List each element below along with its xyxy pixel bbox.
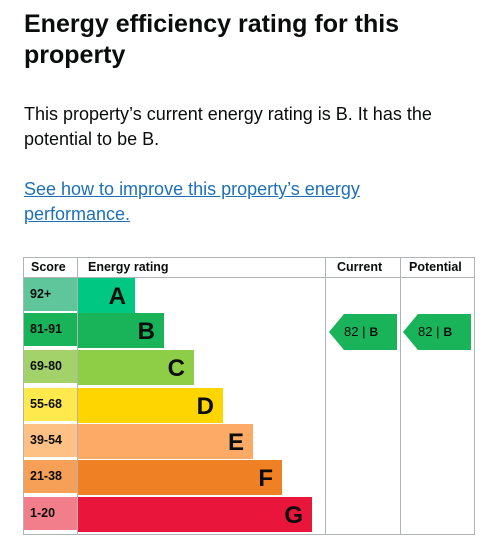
- rating-bar-g: G: [78, 497, 312, 532]
- header-divider: [24, 277, 474, 278]
- score-band-d: 55-68: [24, 388, 77, 421]
- header-score: Score: [31, 260, 66, 274]
- rating-column-divider: [325, 258, 326, 534]
- score-band-e: 39-54: [24, 424, 77, 457]
- page-title: Energy efficiency rating for this proper…: [24, 10, 400, 69]
- rating-bar-a: A: [78, 278, 135, 313]
- potential-rating-arrow: 82 | B: [403, 314, 471, 350]
- rating-bar-b: B: [78, 313, 164, 348]
- header-energy-rating: Energy rating: [88, 260, 169, 274]
- improve-performance-link[interactable]: See how to improve this property’s energ…: [24, 179, 360, 224]
- score-band-a: 92+: [24, 278, 77, 311]
- current-column-divider: [400, 258, 401, 534]
- rating-summary: This property’s current energy rating is…: [24, 104, 432, 149]
- rating-bar-e: E: [78, 424, 253, 459]
- score-column-divider: [77, 258, 78, 534]
- score-band-f: 21-38: [24, 460, 77, 493]
- rating-bar-f: F: [78, 460, 282, 495]
- score-band-c: 69-80: [24, 350, 77, 383]
- rating-bar-d: D: [78, 388, 223, 423]
- rating-bar-c: C: [78, 350, 194, 385]
- header-potential: Potential: [409, 260, 462, 274]
- score-band-g: 1-20: [24, 497, 77, 530]
- score-band-b: 81-91: [24, 313, 77, 346]
- header-current: Current: [337, 260, 383, 274]
- current-rating-arrow: 82 | B: [329, 314, 397, 350]
- energy-rating-chart: Score Energy rating Current Potential 92…: [23, 257, 475, 535]
